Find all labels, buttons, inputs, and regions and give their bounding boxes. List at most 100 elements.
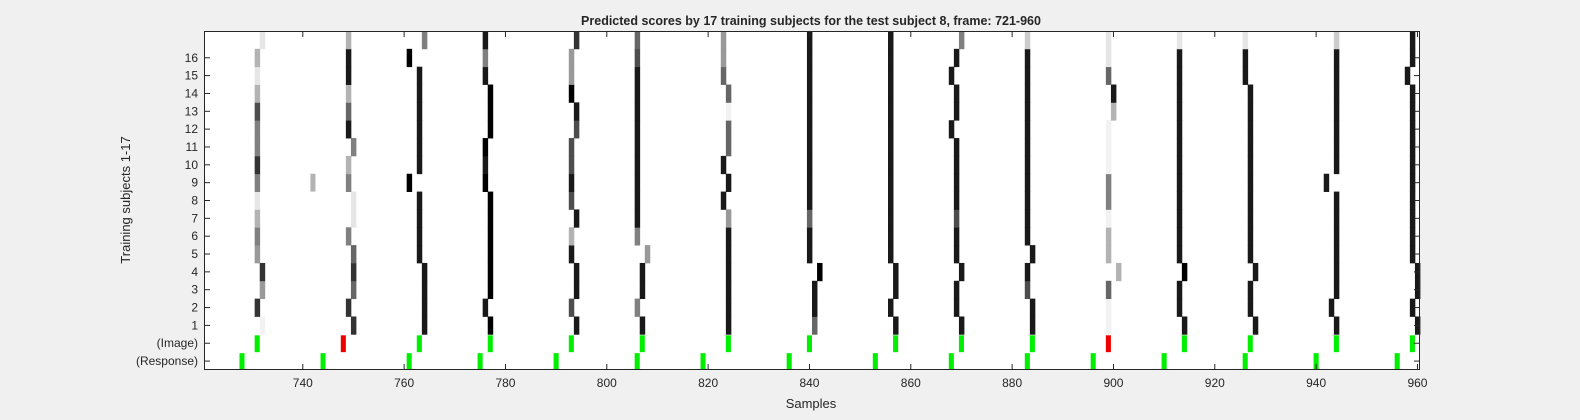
x-tick-label-760: 760 bbox=[394, 376, 414, 390]
score-cell-c14-s5 bbox=[1247, 245, 1254, 264]
score-cell-c15-s17 bbox=[1333, 31, 1340, 50]
score-cell-c7-s16 bbox=[720, 48, 727, 68]
score-cell-c8-s16 bbox=[806, 48, 813, 68]
score-cell-c10-s17 bbox=[958, 31, 965, 50]
score-cell-c8-s10 bbox=[806, 155, 813, 175]
score-cell-c4-s3 bbox=[487, 280, 494, 300]
response-marker-8 bbox=[786, 353, 792, 370]
score-cell-c3-s15 bbox=[416, 66, 423, 85]
image-marker-16 bbox=[1409, 335, 1415, 353]
score-cell-c8-s12 bbox=[806, 120, 813, 139]
score-cell-c5-s8 bbox=[568, 191, 575, 210]
y-tick-label-5: 4 bbox=[191, 265, 198, 279]
score-cell-c16-s2 bbox=[1409, 298, 1416, 317]
response-marker-5 bbox=[553, 353, 559, 370]
response-marker-11 bbox=[1024, 353, 1030, 370]
score-cell-c4-s11 bbox=[482, 138, 489, 157]
score-cell-c14-s15 bbox=[1242, 66, 1249, 85]
score-cell-c7-s11 bbox=[725, 138, 732, 157]
image-marker-11 bbox=[1029, 335, 1035, 353]
score-cell-c9-s11 bbox=[888, 138, 894, 157]
score-cell-c15-s3 bbox=[1333, 280, 1340, 300]
score-cell-c7-s3 bbox=[725, 280, 732, 300]
score-cell-c7-s17 bbox=[720, 31, 727, 50]
x-tick-label-880: 880 bbox=[1002, 376, 1022, 390]
x-axis: 740 760 780 800 820 840 860 880 900 920 940 960 bbox=[293, 31, 1428, 390]
score-cell-c8-s15 bbox=[806, 66, 813, 85]
score-cell-c7-s12 bbox=[725, 120, 732, 139]
score-cell-c12-s12 bbox=[1105, 120, 1112, 139]
score-cell-c10-s10 bbox=[953, 155, 960, 175]
score-cell-c2-s9 bbox=[345, 173, 352, 192]
score-cell-c16-s12 bbox=[1409, 120, 1416, 139]
score-cell-c1-s3 bbox=[259, 280, 266, 300]
y-tick-label-11: 10 bbox=[185, 158, 199, 172]
x-tick-label-900: 900 bbox=[1103, 376, 1123, 390]
score-cell-c3-s13 bbox=[416, 102, 423, 121]
score-cell-c12-s6 bbox=[1105, 227, 1112, 246]
score-cell-c15-s11 bbox=[1333, 138, 1340, 157]
score-cells bbox=[254, 31, 1421, 335]
score-cell-c6-s16 bbox=[634, 48, 641, 68]
score-cell-c15-s10 bbox=[1333, 155, 1340, 175]
x-tick-label-940: 940 bbox=[1306, 376, 1326, 390]
y-tick-label-15: 14 bbox=[185, 86, 199, 100]
score-cell-c11-s13 bbox=[1024, 102, 1031, 121]
score-cell-c10-s1 bbox=[958, 316, 965, 335]
score-cell-c1-s14 bbox=[254, 84, 261, 103]
x-tick-label-920: 920 bbox=[1205, 376, 1225, 390]
score-cell-c11-s12 bbox=[1024, 120, 1031, 139]
score-cell-c11-s17 bbox=[1024, 31, 1031, 50]
score-cell-c7-s5 bbox=[725, 245, 732, 264]
x-tick-label-840: 840 bbox=[799, 376, 819, 390]
score-cell-c13-s11 bbox=[1176, 138, 1183, 157]
score-cell-c6-s11 bbox=[634, 138, 641, 157]
score-cell-c1-s8 bbox=[254, 191, 261, 210]
y-tick-label-17: 16 bbox=[185, 51, 199, 65]
score-cell-c3-s10 bbox=[416, 155, 423, 175]
score-cell-c6-s6 bbox=[634, 227, 641, 246]
score-cell-c12-s9 bbox=[1105, 173, 1112, 192]
y-tick-label-4: 3 bbox=[191, 283, 198, 297]
y-tick-label-7: 6 bbox=[191, 229, 198, 243]
score-cell-c3-s5 bbox=[416, 245, 423, 264]
score-cell-c13-s1 bbox=[1181, 316, 1188, 335]
response-marker-6 bbox=[634, 353, 640, 370]
score-cell-c14-s3 bbox=[1247, 280, 1254, 300]
score-cell-c2-s15 bbox=[345, 66, 352, 85]
score-cell-c6-s5 bbox=[644, 245, 651, 264]
y-tick-label-1: (Image) bbox=[157, 336, 198, 350]
score-cell-c6-s15 bbox=[634, 66, 641, 85]
score-cell-c12-s7 bbox=[1105, 209, 1112, 228]
response-marker-2 bbox=[320, 353, 326, 370]
score-cell-c10-s8 bbox=[953, 191, 960, 210]
score-cell-c16-s6 bbox=[1409, 227, 1416, 246]
score-cell-c7-s1 bbox=[725, 316, 732, 335]
score-cell-c5-s1 bbox=[573, 316, 580, 335]
image-marker-14 bbox=[1247, 335, 1253, 353]
response-marker-14 bbox=[1242, 353, 1248, 370]
image-marker-6 bbox=[639, 335, 645, 353]
score-cell-c4-s13 bbox=[487, 102, 494, 121]
score-cell-c12-s10 bbox=[1105, 155, 1112, 175]
score-cell-c4-s2 bbox=[482, 298, 489, 317]
score-cell-c3-s6 bbox=[416, 227, 423, 246]
score-cell-c6-s2 bbox=[634, 298, 641, 317]
score-cell-c14-s17 bbox=[1242, 31, 1249, 50]
image-marker-12 bbox=[1105, 335, 1111, 353]
score-cell-c8-s2 bbox=[812, 298, 818, 317]
score-cell-c8-s4 bbox=[817, 262, 823, 282]
x-axis-label: Samples bbox=[786, 396, 837, 411]
score-cell-c1-s10 bbox=[254, 155, 261, 175]
score-cell-c14-s8 bbox=[1247, 191, 1254, 210]
score-cell-c16-s10 bbox=[1409, 155, 1416, 175]
score-cell-c16-s5 bbox=[1409, 245, 1416, 264]
score-cell-c16-s14 bbox=[1409, 84, 1416, 103]
score-cell-c9-s2 bbox=[888, 298, 894, 317]
score-cell-c12-s14 bbox=[1110, 84, 1117, 103]
x-tick-label-960: 960 bbox=[1407, 376, 1427, 390]
score-cell-c12-s4 bbox=[1116, 262, 1122, 282]
score-cell-c10-s5 bbox=[953, 245, 960, 264]
score-cell-extra-1 bbox=[310, 173, 316, 192]
